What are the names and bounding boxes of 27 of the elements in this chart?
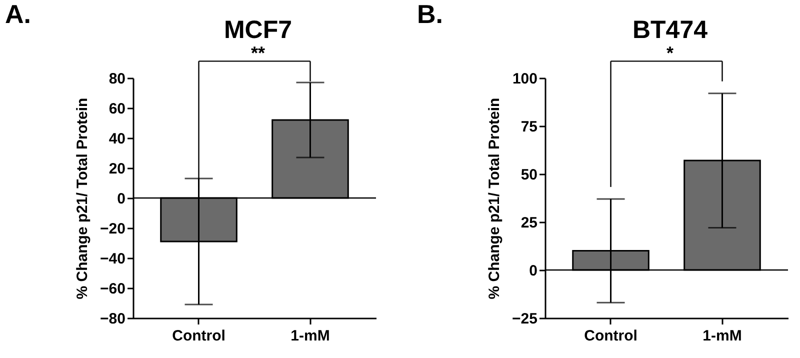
text: A. xyxy=(5,0,31,29)
y-tick-label: 0 xyxy=(529,262,538,280)
y-axis-title: % Change p21/ Total Protein xyxy=(486,98,504,300)
x-tick-label: 1-mM xyxy=(702,328,742,344)
y-tick-label: −20 xyxy=(100,220,126,238)
y-tick-label: 0 xyxy=(117,190,126,208)
y-tick-label: −60 xyxy=(100,280,126,298)
y-tick-label: −25 xyxy=(512,310,538,328)
y-tick-label: 75 xyxy=(520,118,538,136)
x-tick-label: Control xyxy=(584,328,638,344)
text: * xyxy=(666,43,674,64)
y-axis-title: % Change p21/ Total Protein xyxy=(74,98,92,300)
y-tick-label: 60 xyxy=(108,100,126,118)
y-tick-label: −80 xyxy=(100,310,126,328)
y-tick-label: 25 xyxy=(520,214,538,232)
x-tick-label: Control xyxy=(172,328,226,344)
y-tick-label: 80 xyxy=(108,70,126,88)
chart-title: BT474 xyxy=(632,16,708,44)
y-tick-label: 50 xyxy=(520,166,538,184)
y-tick-label: 100 xyxy=(512,70,538,88)
x-tick-label: 1-mM xyxy=(290,328,330,344)
text: B. xyxy=(417,0,443,29)
y-tick-label: −40 xyxy=(100,250,126,268)
chart-title: MCF7 xyxy=(224,16,292,44)
text: ** xyxy=(250,43,266,64)
y-tick-label: 40 xyxy=(108,130,126,148)
y-tick-label: 20 xyxy=(108,160,126,178)
